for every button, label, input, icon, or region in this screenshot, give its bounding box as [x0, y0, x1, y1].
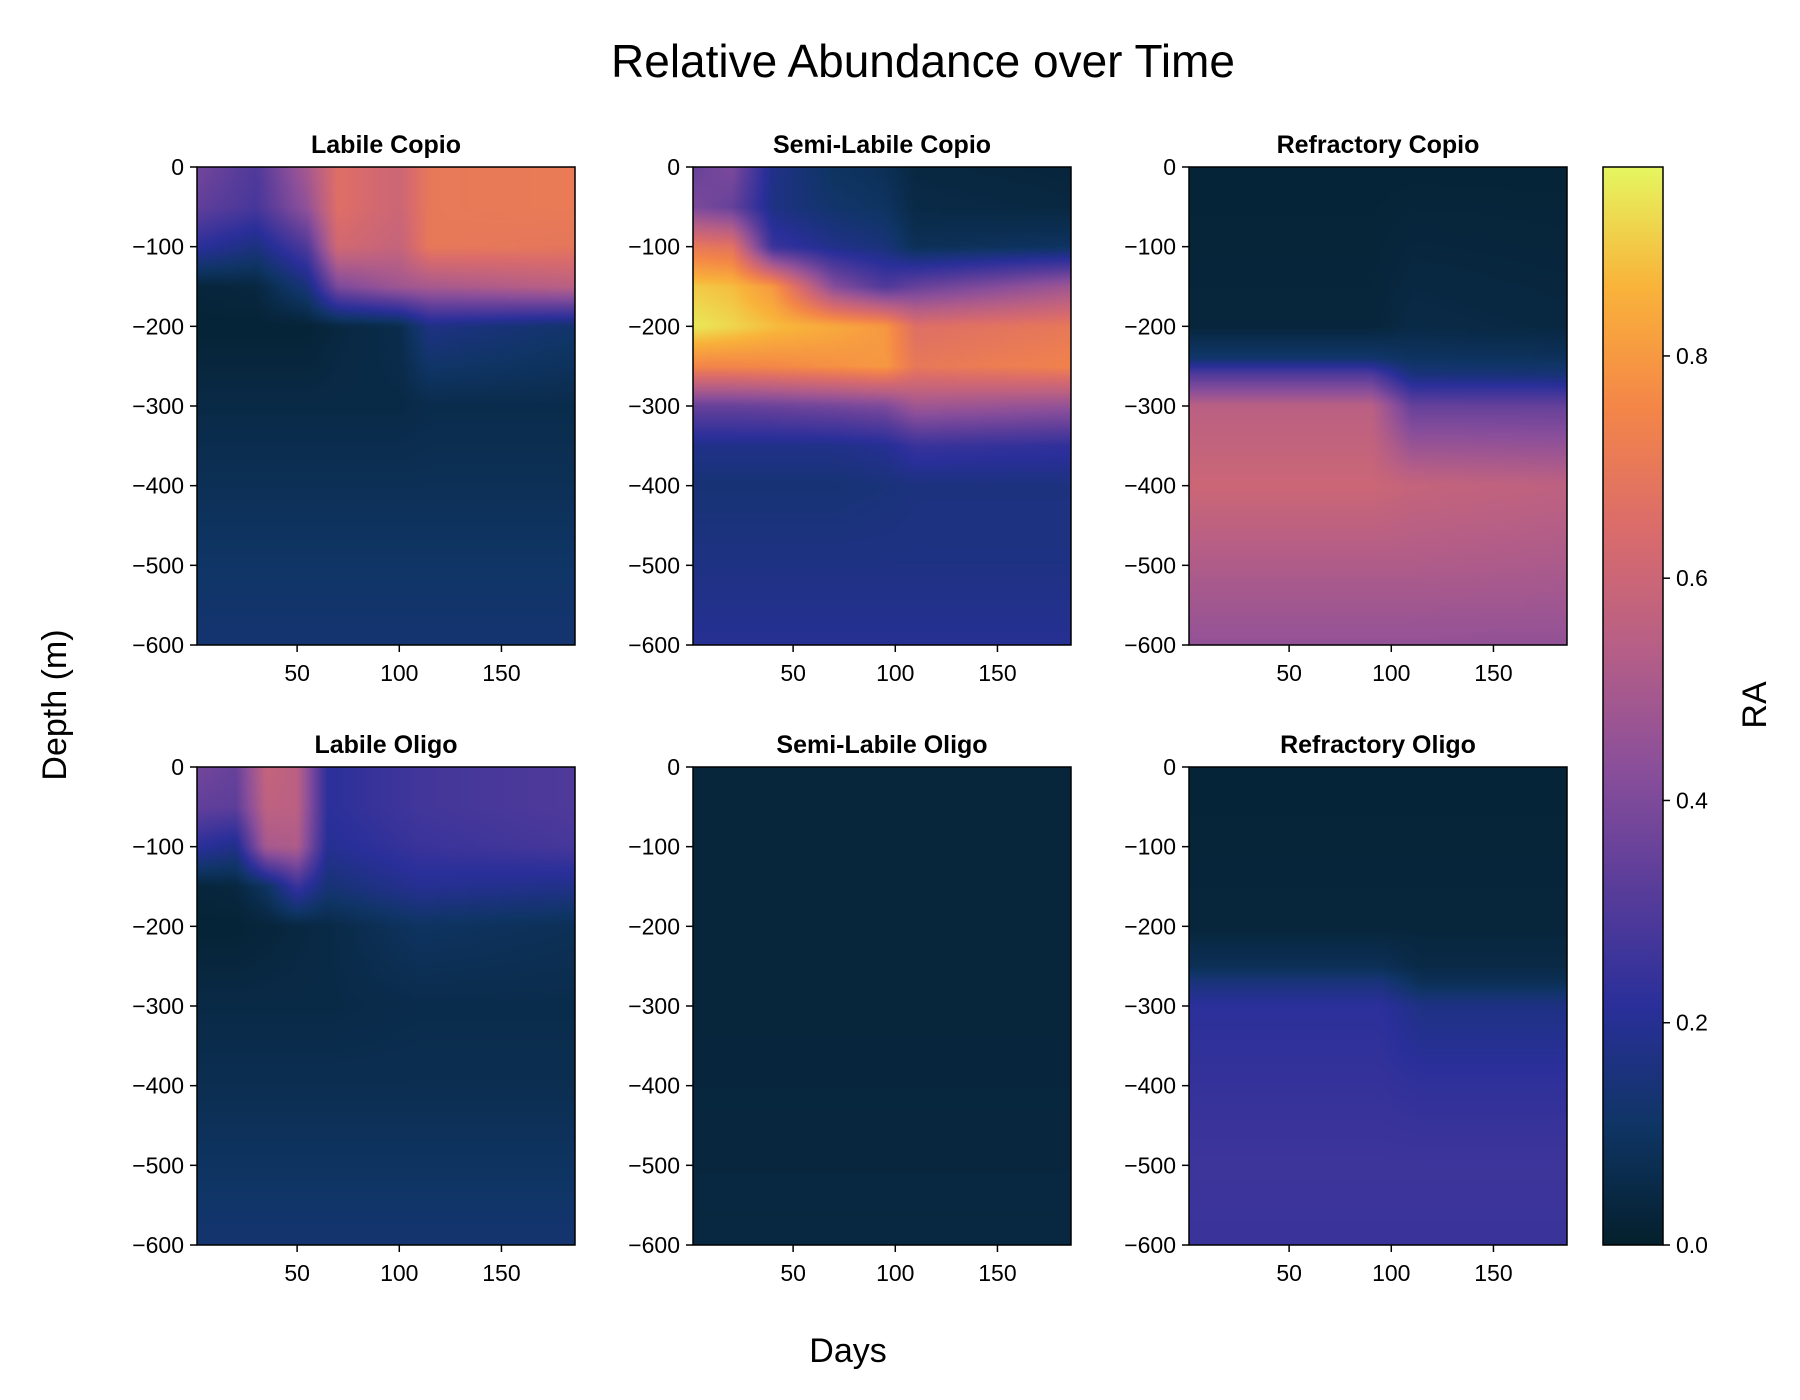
x-tick-label: 150: [1474, 660, 1512, 686]
y-tick-label: −400: [628, 1073, 680, 1099]
y-tick-label: −500: [132, 1152, 184, 1178]
x-axis-label: Days: [809, 1332, 886, 1370]
y-tick-label: −200: [628, 913, 680, 939]
x-tick-label: 50: [780, 1260, 806, 1286]
x-tick-label: 150: [978, 1260, 1016, 1286]
colorbar-tick-label: 0.0: [1676, 1232, 1708, 1258]
y-tick-label: −400: [1124, 473, 1176, 499]
y-tick-label: −200: [132, 913, 184, 939]
y-tick-label: −300: [132, 993, 184, 1019]
x-tick-label: 150: [482, 1260, 520, 1286]
y-tick-label: −500: [1124, 1152, 1176, 1178]
heatmap-image: [197, 767, 575, 1245]
y-tick-label: −300: [1124, 993, 1176, 1019]
y-tick-label: −100: [132, 234, 184, 260]
colorbar: RA 0.0 0.2 0.4 0.6 0.8: [1602, 166, 1774, 1258]
x-tick-label: 100: [1372, 660, 1410, 686]
y-tick-label: −300: [132, 393, 184, 419]
colorbar-gradient: [1603, 167, 1663, 1245]
y-tick-label: −600: [1124, 632, 1176, 658]
y-tick-label: −200: [1124, 313, 1176, 339]
x-tick-label: 100: [380, 660, 418, 686]
y-tick-label: −600: [628, 632, 680, 658]
y-tick-label: −100: [1124, 234, 1176, 260]
panel-refractory-oligo: Refractory Oligo 0 −100 −200 −300 −400 −500 −60…: [1124, 731, 1568, 1286]
y-axis-label: Depth (m): [36, 629, 74, 780]
y-tick-label: 0: [667, 754, 680, 780]
colorbar-tick-label: 0.6: [1676, 565, 1708, 591]
panel-refractory-copio: Refractory Copio 0 −100 −200 −300 −400 −500 −60…: [1124, 131, 1568, 686]
y-tick-label: −500: [1124, 552, 1176, 578]
y-tick-label: −500: [132, 552, 184, 578]
y-tick-label: −200: [132, 313, 184, 339]
x-tick-label: 100: [876, 1260, 914, 1286]
panel-title: Semi-Labile Oligo: [776, 731, 987, 759]
y-tick-label: −400: [628, 473, 680, 499]
colorbar-tick-label: 0.2: [1676, 1010, 1708, 1036]
panel-title: Refractory Copio: [1277, 131, 1480, 159]
heatmap-image: [693, 167, 1071, 645]
y-tick-label: −300: [1124, 393, 1176, 419]
x-tick-label: 150: [482, 660, 520, 686]
x-tick-label: 100: [876, 660, 914, 686]
x-tick-label: 50: [284, 660, 310, 686]
heatmap-image: [1189, 767, 1567, 1245]
panel-title: Labile Oligo: [314, 731, 457, 759]
panel-title: Semi-Labile Copio: [773, 131, 991, 159]
panel-labile-oligo: Labile Oligo 0 −100 −200 −300 −400 −500 −600 50 1…: [132, 731, 576, 1286]
x-tick-label: 50: [780, 660, 806, 686]
y-tick-label: −400: [1124, 1073, 1176, 1099]
y-tick-label: −600: [628, 1232, 680, 1258]
colorbar-frame: [1602, 166, 1664, 1246]
panel-title: Refractory Oligo: [1280, 731, 1476, 759]
colorbar-label: RA: [1736, 681, 1774, 729]
y-tick-label: −400: [132, 1073, 184, 1099]
panel-labile-copio: Labile Copio 0 −100 −200 −300 −400 −500 −600 50 1…: [132, 131, 576, 686]
y-tick-label: −100: [1124, 834, 1176, 860]
y-tick-label: −500: [628, 1152, 680, 1178]
heatmap-image: [1189, 167, 1567, 645]
panel-semi-labile-oligo: Semi-Labile Oligo 0 −100 −200 −300 −400 −500 −6…: [628, 731, 1072, 1286]
panel-semi-labile-copio: Semi-Labile Copio 0 −100 −200 −300 −400 −500 −6…: [628, 131, 1072, 686]
y-tick-label: −600: [132, 632, 184, 658]
x-tick-label: 150: [1474, 1260, 1512, 1286]
heatmap-image: [693, 767, 1071, 1245]
y-tick-label: 0: [171, 754, 184, 780]
y-tick-label: −500: [628, 552, 680, 578]
y-tick-label: −100: [628, 834, 680, 860]
colorbar-tick-label: 0.4: [1676, 787, 1708, 813]
y-tick-label: 0: [1163, 154, 1176, 180]
y-tick-label: −200: [628, 313, 680, 339]
x-tick-label: 50: [1276, 1260, 1302, 1286]
y-tick-label: −400: [132, 473, 184, 499]
y-tick-label: −100: [628, 234, 680, 260]
y-tick-label: −600: [132, 1232, 184, 1258]
x-tick-label: 100: [380, 1260, 418, 1286]
y-tick-label: −300: [628, 993, 680, 1019]
x-tick-label: 50: [1276, 660, 1302, 686]
y-tick-label: −200: [1124, 913, 1176, 939]
x-tick-label: 100: [1372, 1260, 1410, 1286]
y-tick-label: 0: [667, 154, 680, 180]
x-tick-label: 50: [284, 1260, 310, 1286]
heatmap-image: [197, 167, 575, 645]
y-tick-label: −600: [1124, 1232, 1176, 1258]
colorbar-tick-label: 0.8: [1676, 343, 1708, 369]
panel-title: Labile Copio: [311, 131, 461, 159]
y-tick-label: 0: [1163, 754, 1176, 780]
y-tick-label: −100: [132, 834, 184, 860]
y-tick-label: 0: [171, 154, 184, 180]
panels: Labile Copio 0 −100 −200 −300 −400 −500 −600 50 1…: [132, 131, 1568, 1286]
x-tick-label: 150: [978, 660, 1016, 686]
y-tick-label: −300: [628, 393, 680, 419]
figure-title: Relative Abundance over Time: [611, 35, 1235, 87]
